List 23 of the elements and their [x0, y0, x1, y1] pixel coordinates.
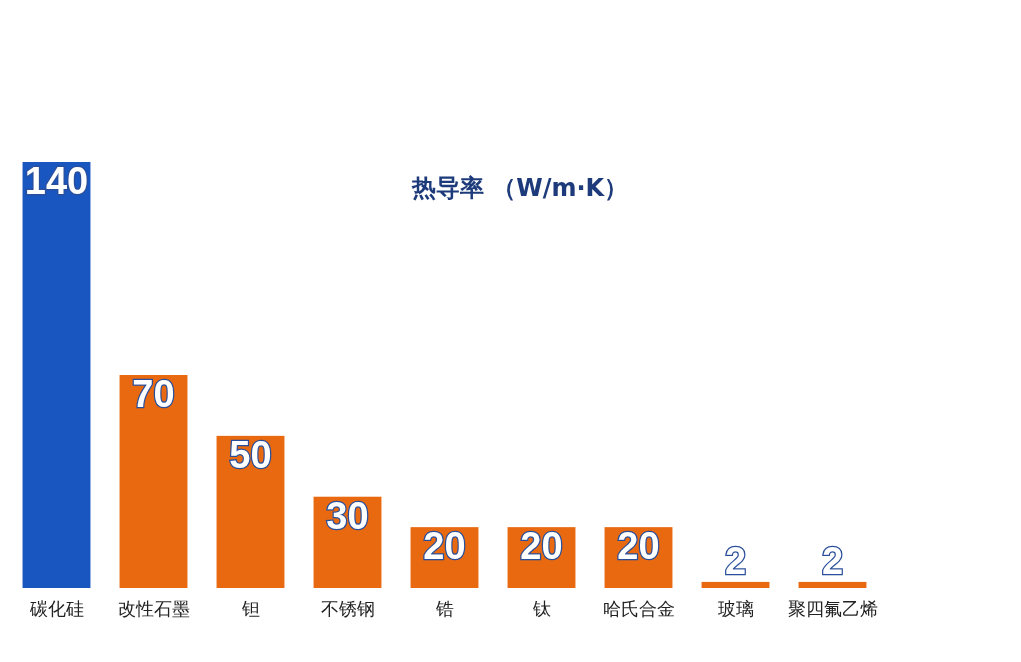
- data-label: 50: [229, 433, 272, 476]
- data-label: 70: [132, 373, 175, 415]
- bar: [119, 375, 188, 588]
- data-label: 2: [821, 540, 844, 582]
- x-tick-label: 玻璃: [717, 598, 754, 619]
- bar: [22, 162, 91, 588]
- bar: [701, 581, 770, 588]
- x-tick-label: 改性石墨: [117, 598, 190, 619]
- data-label: 140: [24, 160, 89, 202]
- data-label: 20: [423, 525, 466, 568]
- data-label: 30: [326, 494, 369, 537]
- data-label: 20: [617, 525, 660, 568]
- x-tick-label: 钛: [531, 598, 551, 619]
- x-tick-label: 钽: [240, 598, 260, 619]
- data-label: 2: [724, 540, 747, 582]
- data-label: 20: [520, 525, 563, 568]
- x-tick-label: 哈氏合金: [602, 598, 675, 619]
- bar: [798, 581, 867, 588]
- text: 热导率 （W/m·K）: [410, 174, 629, 202]
- x-tick-label: 聚四氟乙烯: [787, 598, 878, 619]
- x-tick-label: 碳化硅: [28, 598, 84, 619]
- x-tick-label: 不锈钢: [320, 598, 375, 619]
- x-tick-label: 锆: [434, 598, 454, 619]
